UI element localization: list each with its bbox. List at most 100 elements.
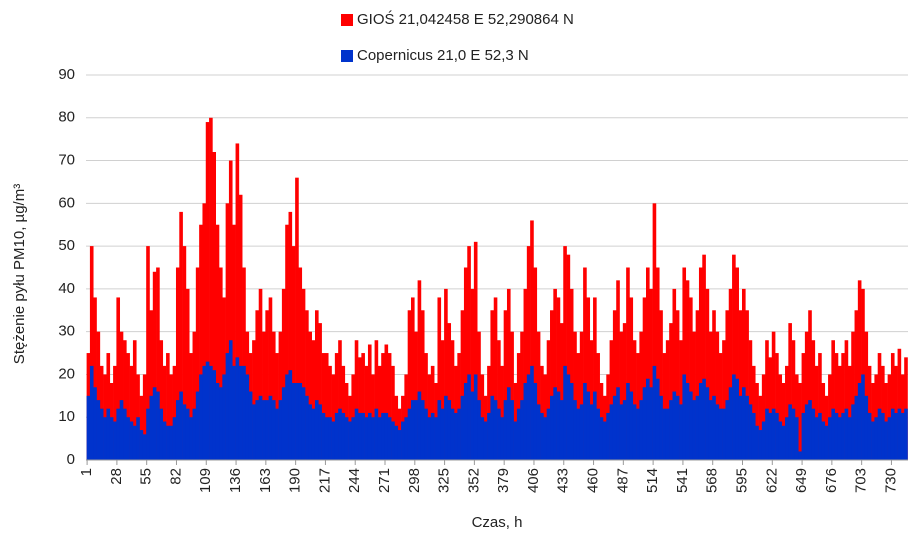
y-tick-label: 40 [58,280,75,297]
bar [278,331,283,460]
bar [341,412,346,460]
bar [503,310,508,460]
y-tick-label: 90 [58,66,75,83]
bar [662,408,667,460]
bar [450,408,455,460]
bar [205,361,210,460]
bar [890,408,895,460]
bar [586,391,591,460]
bar [262,331,266,460]
bar [569,383,574,460]
bar [424,353,428,460]
bar [798,383,802,460]
bar [887,417,892,460]
bar [404,417,408,460]
bar [159,340,164,460]
bar [86,395,91,460]
bar [589,404,594,460]
bar [202,365,207,460]
bar [407,408,412,460]
bar [801,412,806,460]
bar [785,417,789,460]
bar [417,280,422,460]
bar [758,430,763,460]
bar [374,408,379,460]
bar [212,370,216,460]
bar [821,421,826,460]
bar [189,353,193,460]
bar [897,348,902,460]
bar [358,357,362,460]
bar [768,412,773,460]
legend-swatch [341,14,353,26]
bar [139,430,144,460]
bar [775,353,779,460]
x-tick-label: 514 [644,468,661,493]
bar [477,400,481,460]
bar [847,365,852,460]
bar [857,383,862,460]
bar [351,417,356,460]
bar [354,408,359,460]
bar [288,370,293,460]
bar [169,374,173,460]
bar [473,374,478,460]
bar [377,365,382,460]
bar [814,365,819,460]
bar [470,391,475,460]
bar [440,408,445,460]
y-tick-label: 70 [58,152,75,169]
bar [837,417,842,460]
bar [669,400,673,460]
bar [576,408,581,460]
bar [175,400,180,460]
bar [632,340,637,460]
bar [513,421,518,460]
bar [371,417,375,460]
bar [295,383,299,460]
bar [722,340,726,460]
bar [467,374,471,460]
bar [364,365,369,460]
bar [685,280,690,460]
bar [192,331,197,460]
bar [301,387,306,460]
x-tick-label: 460 [585,468,602,493]
bar [305,395,309,460]
bar [265,400,269,460]
bar [828,417,832,460]
bar [642,297,647,460]
bar [715,331,720,460]
bar [460,310,465,460]
bar [616,387,620,460]
bar [460,395,465,460]
bar [159,408,164,460]
bar [384,344,389,460]
bar [798,451,802,460]
bar [904,408,908,460]
bar [520,400,524,460]
bar [166,353,170,460]
bar [788,404,792,460]
bar [844,408,849,460]
y-tick-label: 20 [58,365,75,382]
bar [348,421,352,460]
bar [639,331,643,460]
bar [354,340,359,460]
bar [778,421,783,460]
bar [314,310,319,460]
bar [626,267,630,460]
bar [199,224,203,460]
bar [142,434,147,460]
x-tick-label: 217 [316,468,333,493]
bar [139,395,144,460]
bar [652,365,657,460]
bar [596,408,600,460]
bar [132,340,137,460]
x-tick-label: 568 [704,468,721,493]
x-axis-label: Czas, h [472,514,523,531]
bar [156,267,160,460]
bar [864,331,869,460]
bar [695,310,700,460]
bar [146,246,150,460]
